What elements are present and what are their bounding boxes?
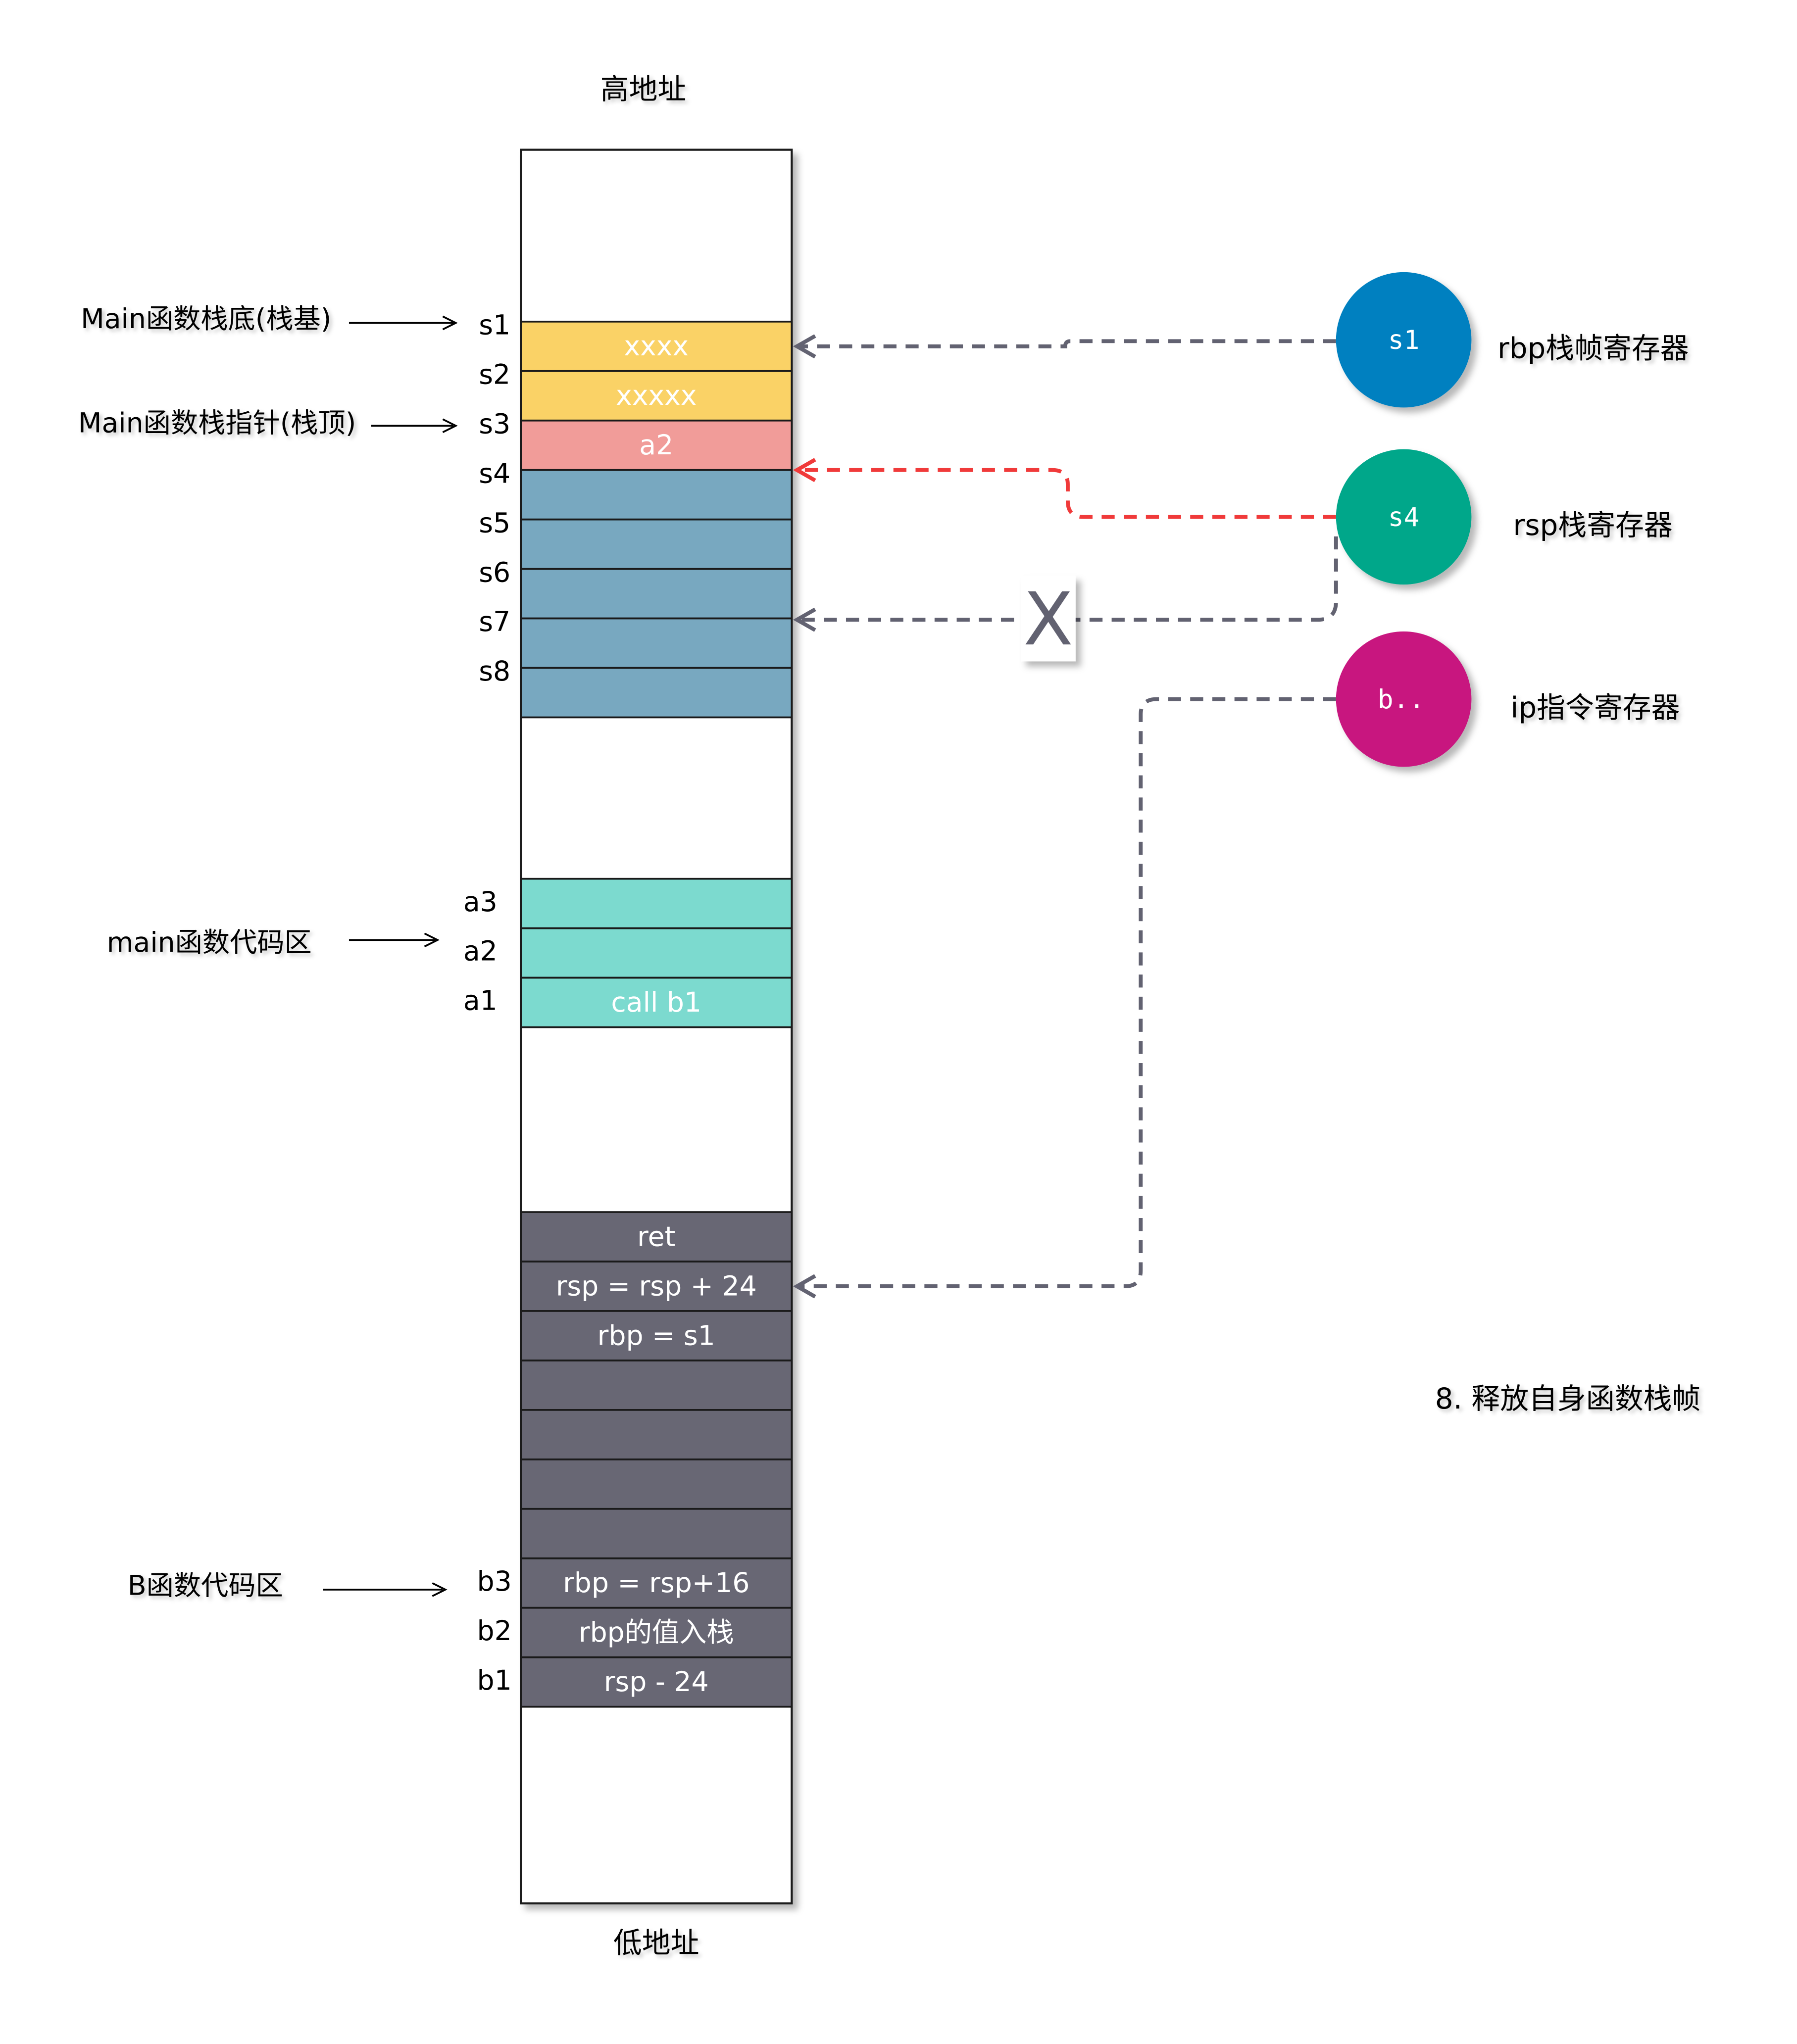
main-code-cell-text: call b1: [611, 987, 701, 1019]
high-address-label: 高地址: [600, 72, 687, 106]
ip-pointer-arrow: [793, 697, 1336, 1299]
annotation-label: main函数代码区: [107, 927, 312, 959]
rbp-arrow-head: [793, 334, 816, 359]
annotation-main-stack-pointer: Main函数栈指针(栈顶): [78, 407, 458, 439]
stack-slot: [520, 370, 793, 422]
ip-arrow-head: [793, 1274, 816, 1299]
old-rsp-arrow-head: [793, 607, 816, 632]
stack-frame-cells: xxxx s1 xxxxx s2 a2 s3 s4 s5 s6 s7 s8: [479, 309, 793, 719]
stack-slot: [520, 568, 793, 620]
stack-slot: [520, 617, 793, 669]
main-code-cell: [520, 927, 793, 979]
annotation-arrow-head: [442, 418, 458, 434]
b-code-cell-text: rsp - 24: [604, 1666, 709, 1698]
b-code-cell: [520, 1409, 793, 1460]
b-code-cell-text: rbp = rsp+16: [563, 1567, 749, 1599]
b-code-cell: [520, 1310, 793, 1362]
rsp-arrow-line: [799, 468, 1336, 519]
stack-slot-label: s2: [479, 359, 510, 390]
stack-slot-text: a2: [639, 430, 673, 461]
main-code-cell-label: a3: [463, 886, 498, 918]
low-address-label: 低地址: [613, 1926, 699, 1960]
annotation-arrow-head: [432, 1582, 448, 1597]
stack-slot-label: s4: [479, 458, 510, 489]
annotation-arrow-head: [442, 315, 458, 331]
rbp-pointer-arrow: [793, 334, 1336, 359]
rsp-arrow-head: [793, 458, 816, 483]
b-code-cell-text: rbp = s1: [598, 1320, 715, 1352]
stack-slot: [520, 419, 793, 471]
main-code-cell-label: a1: [463, 985, 498, 1017]
cross-mark-box: [1021, 575, 1076, 662]
annotation-label: Main函数栈底(栈基): [81, 303, 331, 335]
main-code-cell-label: a2: [463, 936, 498, 968]
rsp-register-name: rsp栈寄存器: [1513, 508, 1673, 542]
stack-slot-label: s8: [479, 656, 510, 687]
b-code-cell: [520, 1656, 793, 1708]
annotation-b-code: B函数代码区: [128, 1570, 448, 1602]
ip-register: b.. ip指令寄存器: [1336, 631, 1680, 767]
cross-mark: X: [1023, 577, 1073, 662]
old-rsp-arrow-line: [799, 536, 1338, 622]
old-rsp-pointer-arrow: X: [793, 536, 1338, 662]
b-code-cells: ret rsp = rsp + 24 rbp = s1 rbp = rsp+16 b3 r…: [477, 1211, 793, 1708]
main-code-cell: [520, 976, 793, 1028]
main-code-cells: a3 a2 call b1 a1: [463, 877, 793, 1028]
b-code-cell: [520, 1360, 793, 1411]
b-code-cell-label: b3: [477, 1566, 512, 1598]
rbp-register: s1 rbp栈帧寄存器: [1336, 272, 1689, 408]
annotation-label: Main函数栈指针(栈顶): [78, 407, 356, 439]
annotation-main-stack-base: Main函数栈底(栈基): [81, 303, 458, 335]
ip-register-value: b..: [1378, 684, 1425, 715]
rbp-arrow-line: [799, 339, 1336, 348]
annotation-main-code: main函数代码区: [107, 927, 440, 959]
main-code-cell: [520, 877, 793, 929]
ip-register-circle: [1336, 631, 1472, 767]
b-code-cell-text: rbp的值入栈: [579, 1617, 734, 1649]
annotation-arrow-head: [424, 932, 440, 948]
stack-slot-label: s1: [479, 309, 510, 341]
rsp-register: s4 rsp栈寄存器: [1336, 449, 1673, 585]
stack-slot: [520, 469, 793, 521]
rsp-register-circle: [1336, 449, 1472, 585]
rbp-register-name: rbp栈帧寄存器: [1498, 331, 1689, 365]
b-code-cell: [520, 1508, 793, 1559]
b-code-cell-text: ret: [637, 1221, 675, 1253]
stack-slot-label: s5: [479, 507, 510, 539]
b-code-cell: [520, 1458, 793, 1510]
step-caption: 8. 释放自身函数栈帧: [1435, 1382, 1700, 1415]
stack-slot-label: s7: [479, 606, 510, 638]
b-code-cell: [520, 1606, 793, 1658]
b-code-cell-label: b2: [477, 1615, 512, 1647]
rsp-pointer-arrow: [793, 458, 1336, 519]
b-code-cell-text: rsp = rsp + 24: [556, 1270, 757, 1302]
ip-arrow-line: [799, 697, 1336, 1288]
rsp-register-value: s4: [1388, 502, 1419, 533]
ip-register-name: ip指令寄存器: [1510, 690, 1680, 724]
stack-slot-text: xxxxx: [616, 380, 697, 412]
stack-slot: [520, 667, 793, 719]
stack-slot-text: xxxx: [624, 331, 689, 362]
b-code-cell: [520, 1211, 793, 1263]
rbp-register-circle: [1336, 272, 1472, 408]
b-code-cell-label: b1: [477, 1665, 512, 1697]
stack-slot-label: s6: [479, 557, 510, 588]
stack-slot: [520, 518, 793, 570]
stack-slot: [520, 320, 793, 372]
rbp-register-value: s1: [1388, 325, 1419, 355]
annotation-label: B函数代码区: [128, 1570, 283, 1602]
stack-slot-label: s3: [479, 408, 510, 440]
